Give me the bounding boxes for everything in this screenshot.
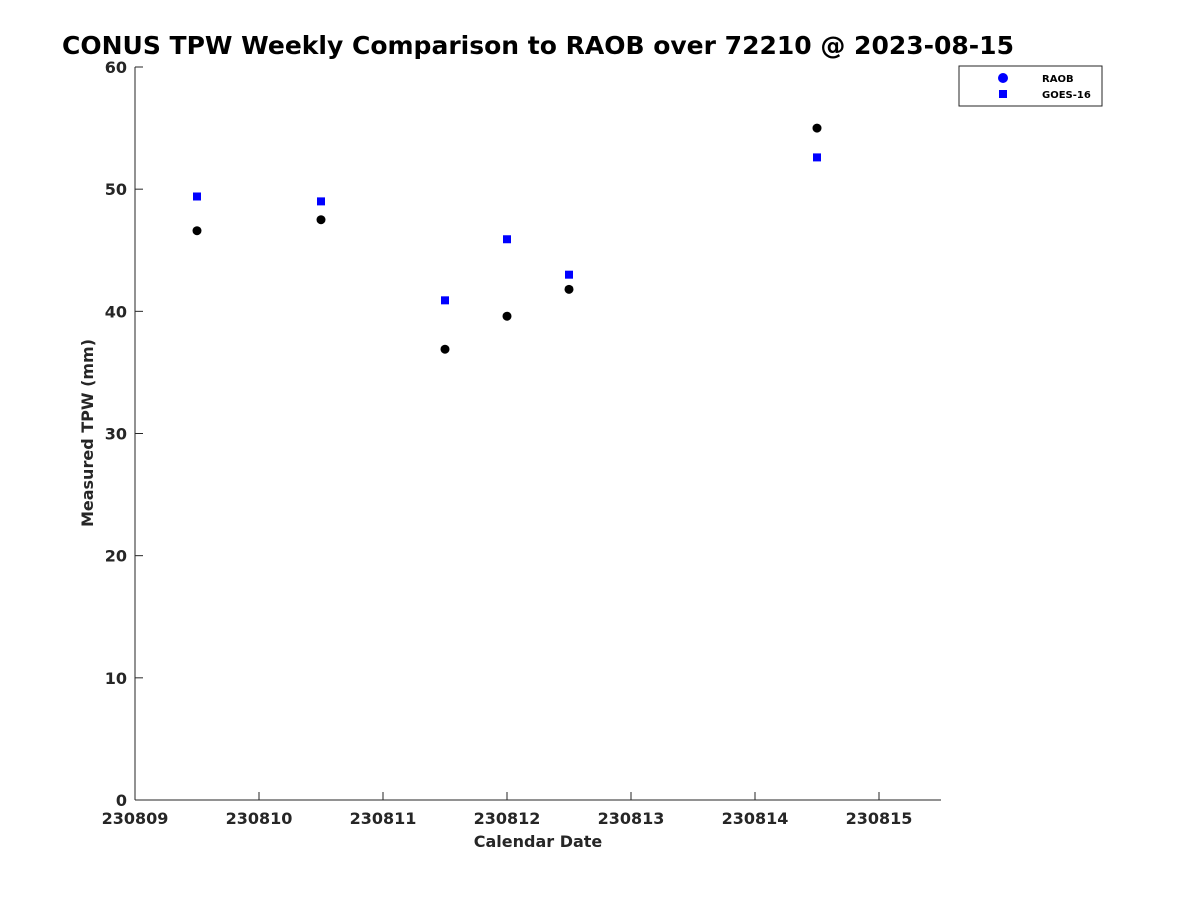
y-tick-label: 10 [105, 669, 127, 688]
y-axis-label: Measured TPW (mm) [78, 339, 97, 527]
x-ticks: 230809 230810 230811 230812 230813 230814 2308… [102, 792, 913, 828]
point-goes16 [441, 296, 449, 305]
legend: RAOB GOES-16 [958, 65, 1103, 107]
legend-marker-goes16 [999, 90, 1007, 98]
y-tick-label: 40 [105, 302, 127, 321]
x-tick-label: 230812 [474, 809, 541, 828]
x-axis-label: Calendar Date [474, 832, 603, 851]
data-points [192, 123, 822, 354]
x-tick-label: 230811 [350, 809, 417, 828]
point-goes16 [317, 197, 325, 206]
point-raob [192, 226, 202, 236]
y-tick-label: 20 [105, 547, 127, 566]
x-tick-label: 230810 [226, 809, 293, 828]
x-tick-label: 230813 [598, 809, 665, 828]
point-goes16 [813, 153, 821, 162]
point-raob [440, 344, 450, 354]
legend-marker-raob [998, 73, 1008, 83]
x-tick-label: 230815 [846, 809, 913, 828]
legend-label-raob: RAOB [1042, 74, 1074, 85]
y-ticks: 0 10 20 30 40 50 60 [105, 58, 143, 810]
point-raob [316, 215, 326, 225]
point-raob [502, 311, 512, 321]
y-tick-label: 60 [105, 58, 127, 77]
legend-box [958, 65, 1103, 107]
legend-label-goes16: GOES-16 [1042, 90, 1091, 101]
x-tick-label: 230814 [722, 809, 789, 828]
chart-title: CONUS TPW Weekly Comparison to RAOB over… [62, 31, 1014, 60]
point-goes16 [503, 235, 511, 244]
point-goes16 [193, 192, 201, 201]
point-raob [812, 123, 822, 133]
x-tick-label: 230809 [102, 809, 169, 828]
y-tick-label: 0 [116, 791, 127, 810]
point-raob [564, 284, 574, 294]
y-tick-label: 50 [105, 180, 127, 199]
point-goes16 [565, 270, 573, 279]
y-tick-label: 30 [105, 425, 127, 444]
